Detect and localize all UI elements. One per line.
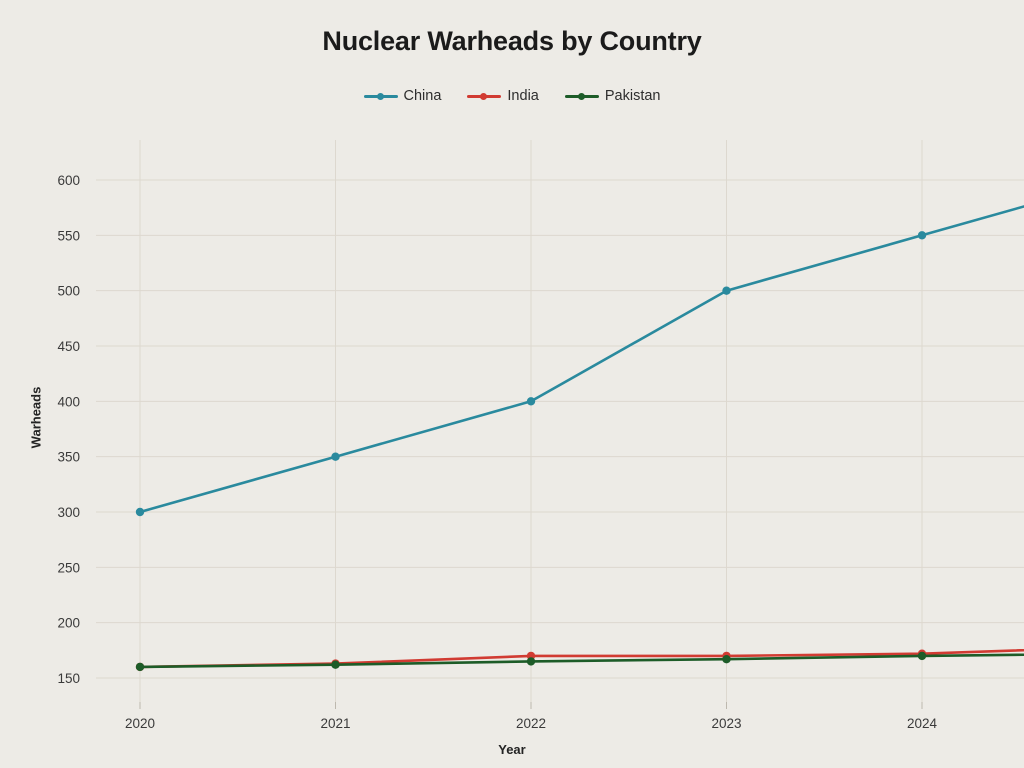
x-axis-ticks: 2020 2021 2022 2023 2024 <box>125 702 938 731</box>
data-point-china-2023[interactable] <box>722 286 731 295</box>
data-point-china-2022[interactable] <box>526 397 536 406</box>
series-line-china <box>138 205 1024 514</box>
y-tick-label: 350 <box>57 450 80 465</box>
data-point-pakistan-2022[interactable] <box>526 657 536 666</box>
legend-item-pakistan[interactable]: Pakistan <box>564 88 661 104</box>
y-tick-label: 250 <box>57 560 80 575</box>
x-tick-label: 2021 <box>320 716 350 731</box>
y-tick-label: 300 <box>57 505 80 520</box>
y-tick-label: 500 <box>57 284 80 299</box>
x-tick-label: 2024 <box>907 716 938 731</box>
data-point-china-2021[interactable] <box>331 452 340 461</box>
data-series-layer <box>135 205 1024 672</box>
data-point-china-2020[interactable] <box>135 507 145 517</box>
legend-swatch-pakistan <box>564 90 599 102</box>
horizontal-gridlines <box>96 179 1024 679</box>
y-axis-title: Warheads <box>28 386 44 449</box>
data-point-pakistan-2021[interactable] <box>331 660 340 669</box>
x-axis-title: Year <box>498 742 526 757</box>
legend-marker-india <box>480 93 488 100</box>
legend-item-india[interactable]: India <box>467 88 539 104</box>
data-point-pakistan-2023[interactable] <box>722 655 731 664</box>
y-tick-label: 150 <box>57 671 80 686</box>
x-tick-label: 2020 <box>125 716 155 731</box>
data-point-pakistan-2020[interactable] <box>135 662 145 672</box>
y-axis-ticks: 150 200 250 300 350 400 450 500 550 600 <box>57 173 80 686</box>
y-tick-label: 550 <box>57 228 80 243</box>
y-tick-label: 600 <box>57 173 80 188</box>
legend-marker-pakistan <box>577 93 585 100</box>
y-tick-label: 450 <box>57 339 80 354</box>
legend-swatch-china <box>363 90 398 102</box>
legend-label-india: India <box>507 88 539 104</box>
series-line-pakistan <box>138 653 1024 669</box>
legend-swatch-india <box>467 90 502 102</box>
chart-title: Nuclear Warheads by Country <box>322 26 702 56</box>
y-tick-label: 400 <box>57 394 80 409</box>
x-tick-label: 2023 <box>711 716 741 731</box>
legend-item-china[interactable]: China <box>363 88 442 104</box>
legend-label-pakistan: Pakistan <box>604 88 661 104</box>
data-point-china-2024[interactable] <box>917 231 927 240</box>
vertical-gridlines <box>139 140 923 702</box>
chart-legend: China India Pakistan <box>0 88 1024 104</box>
y-tick-label: 200 <box>57 616 80 631</box>
legend-label-china: China <box>403 88 442 104</box>
legend-marker-china <box>376 93 384 100</box>
data-point-pakistan-2024[interactable] <box>917 651 927 661</box>
x-tick-label: 2022 <box>516 716 546 731</box>
